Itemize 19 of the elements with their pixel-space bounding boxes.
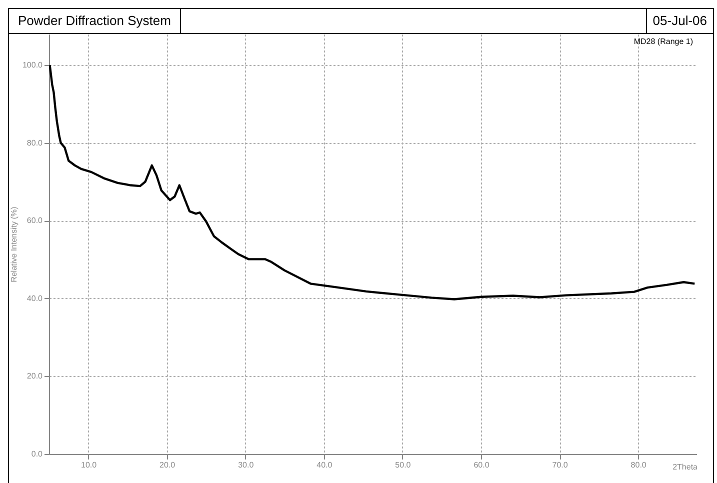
x-tick-label: 40.0 (316, 460, 333, 470)
y-axis-title: Relative Intensity (%) (9, 206, 18, 282)
y-tick-label: 80.0 (26, 138, 44, 148)
text: MD28 (Range 1) (634, 37, 694, 46)
x-tick-label: 30.0 (238, 460, 254, 470)
line-series (49, 64, 696, 300)
y-tick-label: 40.0 (26, 294, 44, 303)
y-tick-label: 0.0 (31, 450, 44, 458)
chart-title: Powder Diffraction System (9, 9, 181, 33)
y-tick-label: 60.0 (26, 216, 44, 226)
x-tick-label: 20.0 (160, 460, 176, 470)
y-tick-label: 20.0 (26, 372, 44, 381)
x-tick-label: 50.0 (395, 460, 412, 470)
x-tick-label: 10.0 (80, 460, 98, 470)
y-tick-label: 100.0 (22, 60, 44, 70)
x-tick-label: 60.0 (474, 460, 490, 470)
text: 05-Jul-06 (646, 9, 713, 33)
x-tick-label: 80.0 (630, 460, 647, 470)
x-tick-label: 70.0 (552, 460, 568, 470)
